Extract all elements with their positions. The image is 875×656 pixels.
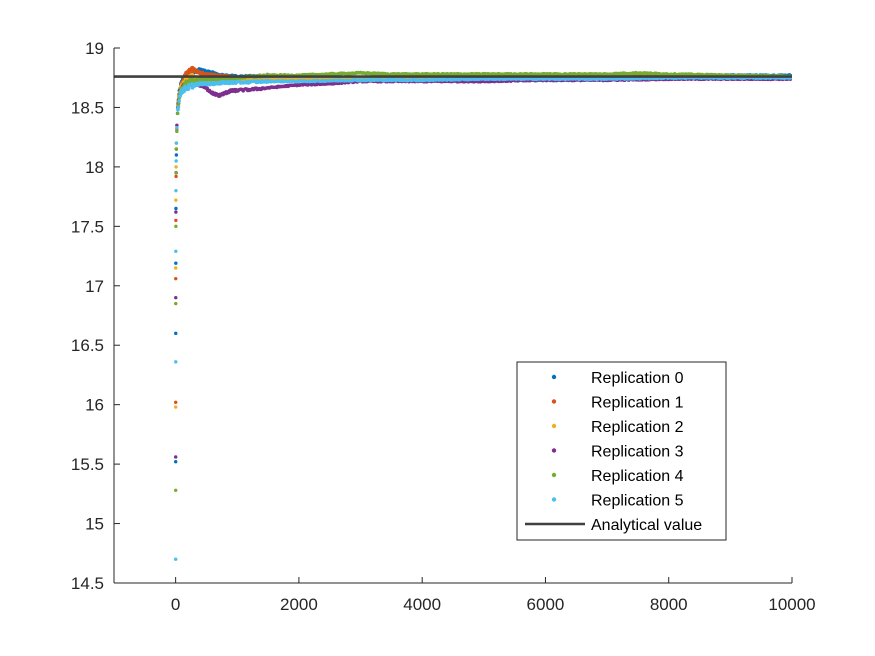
series-5-point [176,105,181,109]
x-tick-label: 6000 [527,595,565,614]
series-5-point [174,360,178,364]
series-0-point [174,460,178,464]
series-4-point [176,111,180,116]
series-3-point [174,210,178,214]
series-5-point [174,141,179,145]
y-tick-label: 16 [85,396,104,415]
x-tick-label: 0 [171,595,180,614]
series-2-point [174,165,178,169]
x-tick-label: 10000 [768,595,815,614]
y-tick-label: 15 [85,515,104,534]
legend-marker-1 [551,399,557,404]
series-5-point [187,86,191,91]
legend-marker-2 [551,423,557,429]
legend-label-2: Replication 2 [591,419,684,436]
series-3-point [174,295,178,300]
series-0-point [174,331,178,336]
legend-label-6: Analytical value [591,517,702,534]
y-tick-label: 16.5 [71,336,104,355]
series-0-point [174,153,179,157]
series-4-point [174,147,179,151]
series-1-point [174,276,178,281]
y-tick-label: 17.5 [71,217,104,236]
series-5-point [174,249,178,253]
series-4-point [177,101,181,106]
series-4-point [174,224,178,229]
series-5-point [175,125,179,130]
legend-box [516,361,727,541]
axes [113,48,792,584]
legend-label-3: Replication 3 [591,444,684,461]
legend-marker-0 [551,374,557,380]
series-5-point [174,557,178,561]
legend-label-4: Replication 4 [591,468,684,485]
series-5-point [174,159,178,163]
y-tick-label: 19 [85,39,104,58]
series-5-point [177,99,181,103]
series-3-point [174,455,178,459]
legend-label-0: Replication 0 [591,370,684,387]
legend-marker-5 [551,497,557,502]
x-tick-label: 4000 [403,595,441,614]
plot-area [114,65,792,561]
series-5-point [174,188,178,193]
x-tick-label: 2000 [280,595,318,614]
series-1-point [174,174,178,179]
series-4-point [175,129,179,133]
y-tick-label: 14.5 [71,574,104,593]
series-1-point [174,400,178,404]
series-0-point [174,206,178,211]
series-2-point [174,405,178,409]
legend-marker-4 [551,472,557,478]
series-0-point [174,261,178,265]
series-2-point [174,198,178,202]
series-4-point [174,488,178,492]
legend-label-1: Replication 1 [591,395,684,412]
series-4-point [174,171,178,175]
ticks: 0 2000 4000 6000 8000 10000 14.5 15 15.5 16 16.5 17… [71,39,816,614]
legend-label-5: Replication 5 [591,493,684,510]
series-3-point [175,123,179,127]
legend: Replication 0 Replication 1 Replication 2 R… [516,361,727,541]
y-tick-label: 18.5 [71,98,104,117]
legend-marker-3 [551,448,557,453]
series-4-point [174,301,178,306]
y-tick-label: 18 [85,158,104,177]
series-1-point [174,218,178,223]
series-2-point [174,266,178,270]
y-tick-label: 17 [85,277,104,296]
x-tick-label: 8000 [650,595,688,614]
y-tick-label: 15.5 [71,455,104,474]
